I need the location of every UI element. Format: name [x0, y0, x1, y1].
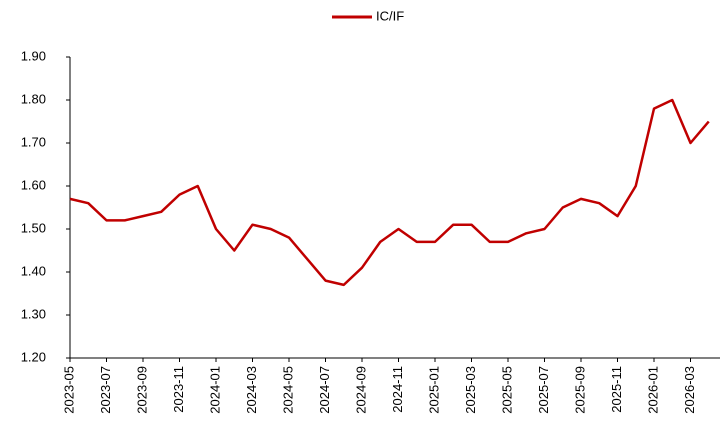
y-tick-label: 1.70: [21, 134, 46, 149]
x-tick-label: 2023-05: [61, 366, 76, 414]
x-tick-label: 2024-09: [353, 366, 368, 414]
x-tick-label: 2025-05: [499, 366, 514, 414]
y-tick-label: 1.20: [21, 349, 46, 364]
x-tick-label: 2025-07: [536, 366, 551, 414]
y-tick-label: 1.30: [21, 306, 46, 321]
x-tick-label: 2025-09: [572, 366, 587, 414]
data-line: [69, 98, 710, 287]
x-tick-label: 2026-01: [645, 366, 660, 414]
x-tick-label: 2023-09: [134, 366, 149, 414]
y-tick-label: 1.90: [21, 48, 46, 63]
x-tick-label: 2025-03: [463, 366, 478, 414]
y-tick-label: 1.60: [21, 177, 46, 192]
legend-label: IC/IF: [376, 8, 404, 23]
y-tick-label: 1.40: [21, 263, 46, 278]
x-tick-label: 2026-03: [682, 366, 697, 414]
y-tick-label: 1.50: [21, 220, 46, 235]
y-tick-label: 1.80: [21, 91, 46, 106]
x-tick-label: 2025-01: [426, 366, 441, 414]
x-tick-label: 2024-11: [390, 366, 405, 413]
x-tick-label: 2024-01: [207, 366, 222, 414]
x-tick-label: 2025-11: [609, 366, 624, 413]
x-tick-label: 2023-11: [171, 366, 186, 413]
x-tick-label: 2024-07: [317, 366, 332, 414]
x-tick-label: 2024-05: [280, 366, 295, 414]
x-tick-label: 2024-03: [244, 366, 259, 414]
x-tick-label: 2023-07: [98, 366, 113, 414]
